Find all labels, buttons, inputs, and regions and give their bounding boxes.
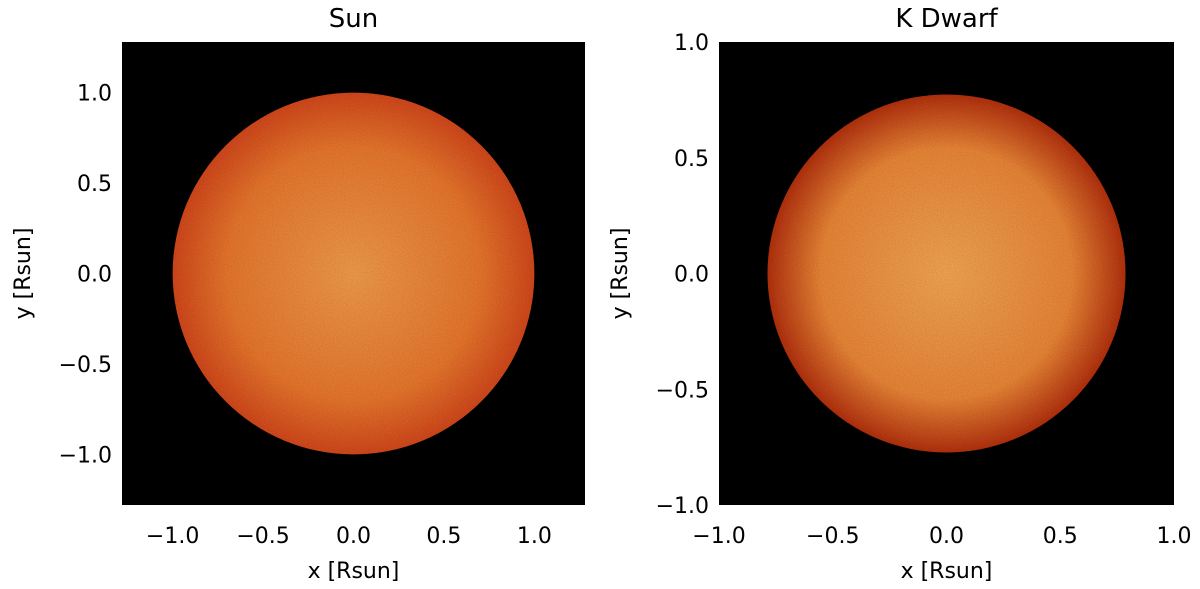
y-ticks-sun: −1.0 −0.5 0.0 0.5 1.0	[59, 82, 112, 469]
y-tick-label-sun: −0.5	[59, 353, 112, 378]
x-tick-label-sun: −1.0	[146, 524, 199, 549]
stellar-disk-k-dwarf	[767, 94, 1126, 453]
panel-k-dwarf: K Dwarf −1.0 −0.5 0.0 0.5 1.0 −1.0 −0.5 0.0 0.5…	[608, 4, 1192, 584]
y-tick-label-k-dwarf: 1.0	[674, 31, 709, 56]
panel-sun: Sun −1.0 −0.5 0.0 0.5 1.0 −1.0−0.50.00.51.0 …	[11, 4, 585, 584]
x-tick-label-sun: 1.0	[517, 524, 552, 549]
x-tick-label-sun: 0.5	[426, 524, 461, 549]
x-axis-label-k-dwarf: x [Rsun]	[901, 559, 993, 584]
x-tick-label-sun: −0.5	[236, 524, 289, 549]
panel-title-k-dwarf: K Dwarf	[895, 4, 998, 34]
y-axis-label-k-dwarf: y [Rsun]	[608, 228, 633, 320]
stellar-disk-sun	[172, 92, 535, 455]
y-tick-label-k-dwarf: 0.0	[674, 263, 709, 288]
y-ticks-k-dwarf: −1.0 −0.5 0.0 0.5 1.0	[656, 31, 709, 519]
x-tick-label-k-dwarf: −1.0	[692, 524, 745, 549]
x-ticks-sun: −1.0 −0.5 0.0 0.5 1.0	[146, 524, 552, 549]
y-tick-label-sun: 0.0	[77, 263, 112, 288]
y-tick-label-sun: 1.0	[77, 82, 112, 107]
x-tick-label-k-dwarf: 0.5	[1043, 524, 1078, 549]
y-tick-label-sun: 0.5	[77, 172, 112, 197]
y-tick-label-k-dwarf: −1.0	[656, 494, 709, 519]
x-tick-label-k-dwarf: −0.5	[806, 524, 859, 549]
y-axis-label-sun: y [Rsun]	[11, 228, 36, 320]
x-ticks-k-dwarf: −1.0 −0.5 0.0 0.5 1.0	[692, 524, 1191, 549]
y-tick-label-sun: −1.0	[59, 443, 112, 468]
x-axis-label-sun: x [Rsun]	[308, 559, 400, 584]
y-tick-label-k-dwarf: −0.5	[656, 378, 709, 403]
x-tick-label-sun: 0.0	[336, 524, 371, 549]
x-tick-label-k-dwarf: 0.0	[929, 524, 964, 549]
panel-title-sun: Sun	[329, 4, 378, 34]
x-tick-label-k-dwarf: 1.0	[1157, 524, 1192, 549]
y-tick-label-k-dwarf: 0.5	[674, 147, 709, 172]
